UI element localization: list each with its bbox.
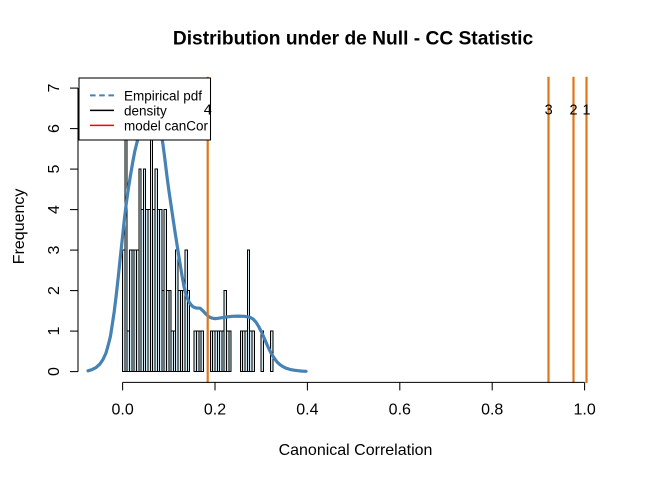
svg-text:1: 1	[582, 103, 590, 119]
svg-text:7: 7	[46, 84, 63, 93]
svg-text:4: 4	[204, 103, 212, 119]
svg-text:Empirical pdf: Empirical pdf	[124, 88, 202, 103]
svg-text:0.4: 0.4	[296, 402, 318, 419]
svg-text:2: 2	[569, 103, 577, 119]
svg-text:0.0: 0.0	[111, 402, 133, 419]
svg-text:2: 2	[46, 286, 63, 295]
svg-text:3: 3	[46, 246, 63, 255]
svg-text:Canonical Correlation: Canonical Correlation	[279, 442, 433, 459]
svg-text:0.8: 0.8	[481, 402, 503, 419]
svg-text:0.2: 0.2	[204, 402, 226, 419]
svg-text:1: 1	[46, 327, 63, 336]
svg-text:1.0: 1.0	[573, 402, 595, 419]
svg-text:model canCor: model canCor	[124, 118, 209, 133]
svg-text:Frequency: Frequency	[11, 189, 28, 265]
svg-text:Distribution under de Null - C: Distribution under de Null - CC Statisti…	[173, 29, 534, 50]
svg-text:density: density	[124, 103, 167, 118]
svg-text:4: 4	[46, 205, 63, 214]
svg-text:5: 5	[46, 165, 63, 174]
svg-text:0: 0	[46, 367, 63, 376]
svg-text:6: 6	[46, 124, 63, 133]
svg-text:3: 3	[545, 103, 553, 119]
svg-text:0.6: 0.6	[389, 402, 411, 419]
